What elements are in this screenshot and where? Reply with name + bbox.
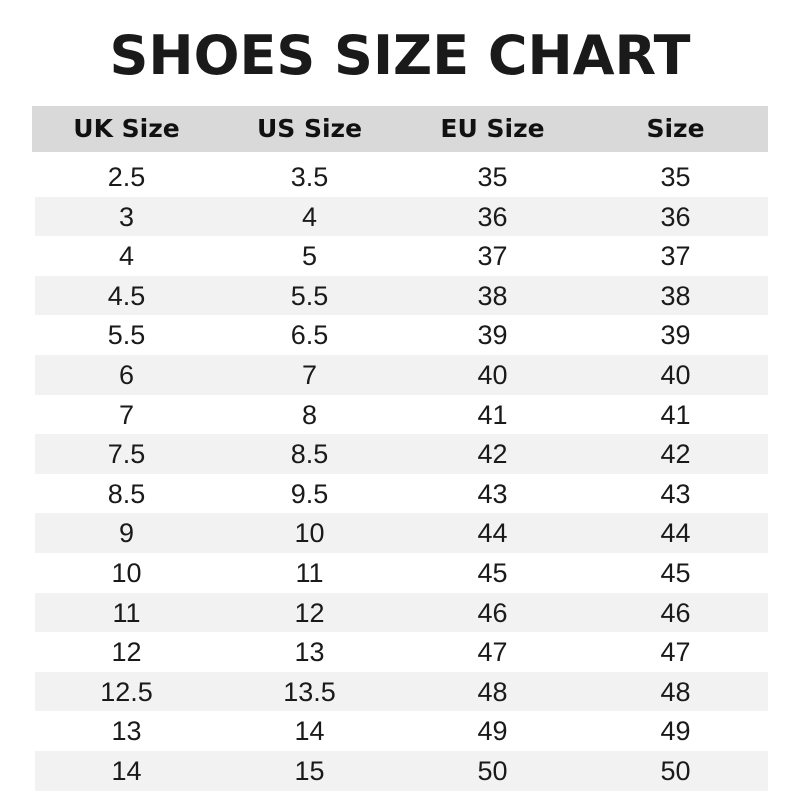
- cell-eu-size: 41: [477, 399, 508, 430]
- header-uk-size: UK Size: [73, 114, 180, 143]
- cell-us-size: 3.5: [290, 162, 329, 192]
- table-row: 7.5 8.5 42 42: [35, 434, 768, 474]
- cell-size: 35: [660, 162, 691, 192]
- table-row: 8.5 9.5 43 43: [35, 474, 768, 514]
- cell-size: 46: [660, 597, 691, 628]
- header-us-size: US Size: [256, 114, 363, 143]
- table-row: 13 14 49 49: [35, 711, 768, 751]
- cell-us-size: 6.5: [290, 320, 329, 351]
- cell-eu-size: 42: [477, 439, 508, 470]
- table-row: 12.5 13.5 48 48: [35, 671, 768, 712]
- cell-uk-size: 4: [118, 241, 135, 272]
- cell-uk-size: 12: [111, 637, 142, 668]
- table-row: 11 12 46 46: [35, 592, 768, 633]
- cell-uk-size: 13: [111, 716, 142, 747]
- cell-us-size: 14: [294, 716, 325, 747]
- cell-eu-size: 37: [477, 241, 508, 272]
- table-header: UK Size US Size EU Size Size: [32, 106, 768, 152]
- table-row: 6 7 40 40: [35, 354, 768, 395]
- cell-us-size: 7: [301, 359, 318, 390]
- table-row: 5.5 6.5 39 39: [35, 315, 768, 355]
- cell-eu-size: 38: [477, 280, 508, 311]
- cell-us-size: 4: [301, 201, 318, 232]
- cell-uk-size: 7: [118, 399, 135, 430]
- cell-size: 39: [660, 320, 691, 351]
- cell-eu-size: 47: [477, 637, 508, 668]
- cell-uk-size: 8.5: [107, 478, 146, 509]
- cell-uk-size: 14: [111, 755, 142, 786]
- table-row: 4.5 5.5 38 38: [35, 275, 768, 316]
- cell-size: 48: [660, 676, 691, 707]
- cell-eu-size: 36: [477, 201, 508, 232]
- cell-size: 42: [660, 439, 691, 470]
- cell-uk-size: 7.5: [107, 439, 146, 470]
- cell-uk-size: 4.5: [107, 280, 146, 311]
- header-size: Size: [646, 114, 705, 143]
- table-row: 4 5 37 37: [35, 236, 768, 276]
- cell-eu-size: 44: [477, 518, 508, 549]
- cell-us-size: 8: [301, 399, 318, 430]
- cell-size: 45: [660, 557, 691, 588]
- cell-eu-size: 39: [477, 320, 508, 351]
- table-row: 10 11 45 45: [35, 553, 768, 593]
- cell-size: 50: [660, 755, 691, 786]
- cell-us-size: 8.5: [290, 439, 329, 470]
- cell-eu-size: 46: [477, 597, 508, 628]
- cell-us-size: 11: [295, 557, 324, 588]
- table-row: 3 4 36 36: [35, 196, 768, 237]
- header-eu-size: EU Size: [440, 114, 545, 143]
- table-row: 14 15 50 50: [35, 750, 768, 791]
- size-table-body: 2.5 3.5 35 35 3 4 36 36 4 5 37 37 4.5 5.5 38 38 5.5 6.5 39…: [35, 157, 768, 791]
- cell-uk-size: 3: [118, 201, 135, 232]
- cell-uk-size: 12.5: [100, 676, 153, 707]
- cell-uk-size: 6: [118, 359, 135, 390]
- cell-uk-size: 11: [112, 597, 141, 628]
- cell-eu-size: 45: [477, 557, 508, 588]
- table-row: 7 8 41 41: [35, 395, 768, 435]
- cell-us-size: 5: [301, 241, 318, 272]
- cell-us-size: 12: [294, 597, 325, 628]
- page-title: SHOES SIZE CHART: [109, 24, 691, 87]
- cell-size: 41: [660, 399, 691, 430]
- cell-size: 43: [660, 478, 691, 509]
- cell-eu-size: 48: [477, 676, 508, 707]
- cell-us-size: 9.5: [290, 478, 329, 509]
- cell-uk-size: 9: [118, 518, 135, 549]
- cell-us-size: 13.5: [283, 676, 336, 707]
- cell-uk-size: 10: [111, 557, 142, 588]
- cell-size: 47: [660, 637, 691, 668]
- cell-eu-size: 40: [477, 359, 508, 390]
- table-row: 2.5 3.5 35 35: [35, 157, 768, 197]
- cell-us-size: 10: [294, 518, 325, 549]
- cell-eu-size: 50: [477, 755, 508, 786]
- cell-size: 40: [660, 359, 691, 390]
- cell-us-size: 15: [294, 755, 325, 786]
- cell-size: 36: [660, 201, 691, 232]
- cell-uk-size: 5.5: [107, 320, 146, 351]
- cell-eu-size: 49: [477, 716, 508, 747]
- cell-eu-size: 43: [477, 478, 508, 509]
- cell-size: 37: [660, 241, 691, 272]
- cell-size: 49: [660, 716, 691, 747]
- cell-eu-size: 35: [477, 162, 508, 192]
- cell-us-size: 13: [294, 637, 325, 668]
- table-row: 9 10 44 44: [35, 513, 768, 553]
- cell-size: 44: [660, 518, 691, 549]
- cell-size: 38: [660, 280, 691, 311]
- table-row: 12 13 47 47: [35, 632, 768, 672]
- cell-uk-size: 2.5: [107, 162, 146, 192]
- cell-us-size: 5.5: [290, 280, 329, 311]
